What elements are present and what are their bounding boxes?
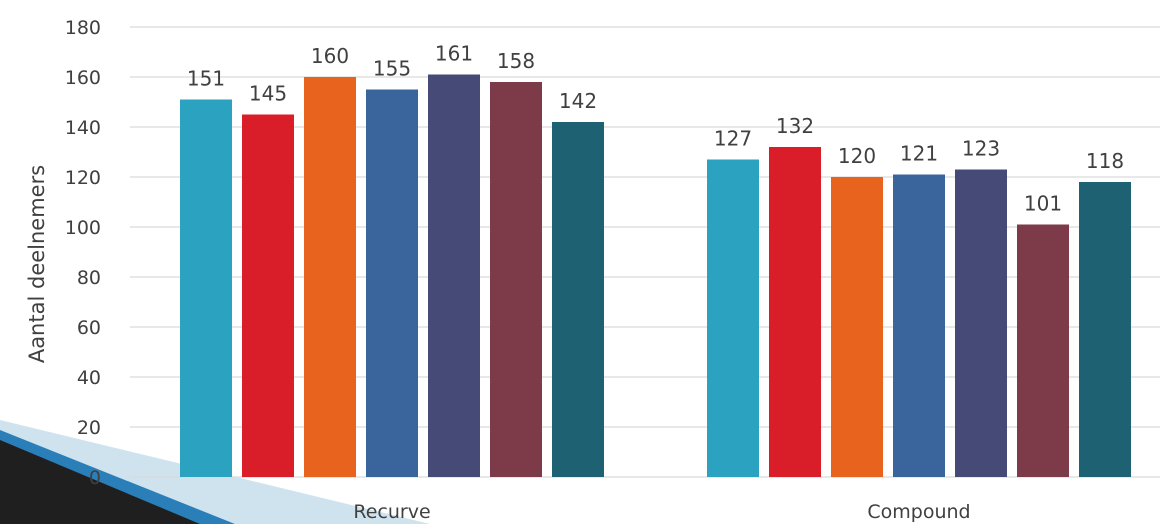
x-category-label: Compound	[867, 501, 970, 523]
bar	[1017, 224, 1069, 477]
x-axis-categories: Recurve Compound	[353, 501, 970, 523]
y-axis-label: Aantal deelnemers	[25, 165, 49, 363]
bar	[428, 74, 480, 477]
bar	[552, 122, 604, 477]
y-tick-label: 180	[65, 17, 101, 39]
bar	[490, 82, 542, 477]
data-label: 142	[559, 89, 597, 113]
y-tick-label: 0	[89, 467, 101, 489]
data-label: 158	[497, 49, 535, 73]
y-tick-label: 60	[77, 317, 101, 339]
bars	[180, 74, 1131, 477]
corner-accent-dark	[0, 440, 200, 524]
bar	[366, 89, 418, 477]
data-label: 145	[249, 82, 287, 106]
y-tick-label: 140	[65, 117, 101, 139]
data-label: 120	[838, 144, 876, 168]
y-tick-label: 20	[77, 417, 101, 439]
bar	[769, 147, 821, 477]
bar	[955, 169, 1007, 477]
data-label: 155	[373, 57, 411, 81]
data-label: 118	[1086, 149, 1124, 173]
y-tick-label: 40	[77, 367, 101, 389]
y-tick-label: 120	[65, 167, 101, 189]
data-label: 160	[311, 44, 349, 68]
y-tick-label: 100	[65, 217, 101, 239]
y-tick-label: 160	[65, 67, 101, 89]
data-label: 132	[776, 114, 814, 138]
data-label: 161	[435, 42, 473, 66]
bar	[893, 174, 945, 477]
bar	[831, 177, 883, 477]
bar	[242, 114, 294, 477]
data-label: 127	[714, 127, 752, 151]
data-label: 123	[962, 137, 1000, 161]
gridlines	[130, 26, 1160, 478]
data-label: 101	[1024, 192, 1062, 216]
bar	[707, 159, 759, 477]
data-label: 121	[900, 142, 938, 166]
y-tick-label: 80	[77, 267, 101, 289]
x-category-label: Recurve	[353, 501, 430, 523]
bar	[304, 77, 356, 477]
y-axis-ticks: 0 20 40 60 80 100 120 140 160 180	[65, 17, 101, 489]
data-labels: 151 145 160 155 161 158 142 127 132 120 121 123 101 1…	[187, 42, 1124, 216]
bar	[180, 99, 232, 477]
data-label: 151	[187, 67, 225, 91]
bar	[1079, 182, 1131, 477]
